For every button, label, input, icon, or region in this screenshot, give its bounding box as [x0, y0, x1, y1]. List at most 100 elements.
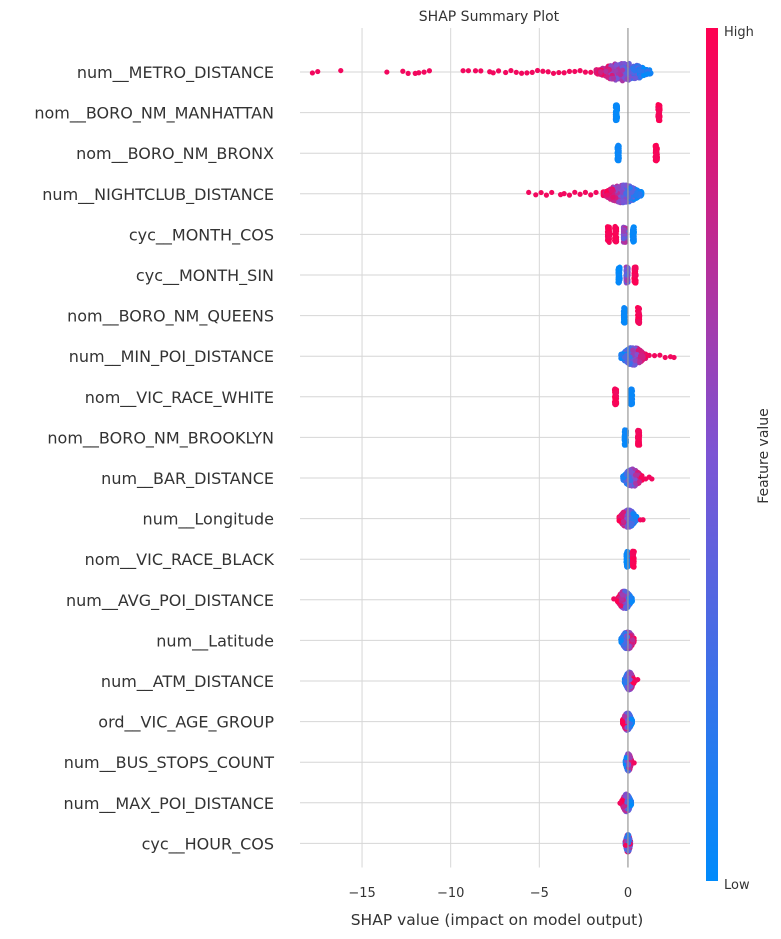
shap-dot [655, 102, 661, 108]
shap-dot [655, 114, 662, 121]
shap-dot [534, 67, 541, 74]
shap-dot [630, 347, 636, 353]
shap-dot [503, 69, 509, 76]
shap-dot [556, 69, 562, 76]
shap-dot [620, 509, 627, 515]
shap-dot [561, 70, 567, 76]
shap-dot [651, 353, 658, 359]
shap-dot [617, 275, 623, 281]
feature-label: num__ATM_DISTANCE [101, 672, 274, 692]
shap-dot [561, 191, 567, 197]
shap-dot [338, 67, 344, 74]
shap-dot [616, 155, 622, 162]
shap-dot [460, 68, 466, 74]
shap-dot [641, 72, 647, 79]
shap-dot [645, 71, 651, 77]
shap-dot [549, 189, 555, 196]
shap-dot [588, 69, 594, 75]
shap-dot [582, 69, 589, 75]
feature-label: cyc__MONTH_COS [129, 225, 274, 245]
feature-label: num__METRO_DISTANCE [77, 63, 274, 83]
feature-label: num__AVG_POI_DISTANCE [66, 591, 274, 611]
feature-label: num__Latitude [156, 631, 274, 651]
shap-dot [545, 69, 551, 75]
shap-dot [632, 472, 639, 478]
shap-dot [603, 68, 609, 74]
shap-dot [622, 713, 628, 720]
shap-dot [610, 194, 616, 200]
shap-dot [612, 235, 618, 241]
shap-dot [566, 192, 573, 198]
shap-dot [621, 311, 627, 318]
shap-dot [652, 144, 659, 150]
shap-dot [628, 716, 634, 722]
feature-label: nom__BORO_NM_MANHATTAN [34, 104, 274, 124]
shap-dot [478, 68, 484, 74]
feature-label: num__Longitude [143, 510, 274, 530]
shap-dot [620, 182, 626, 188]
feature-label: nom__BORO_NM_BROOKLYN [47, 428, 274, 448]
shap-dot [627, 185, 633, 191]
shap-dot [421, 69, 427, 75]
shap-dot [657, 352, 663, 358]
shap-dot [622, 430, 628, 437]
feature-label: cyc__MONTH_SIN [136, 266, 274, 286]
shap-dot [623, 190, 629, 196]
shap-dot [518, 70, 525, 76]
shap-dot [616, 199, 622, 205]
shap-dot [612, 396, 618, 402]
shap-dot [609, 188, 615, 194]
shap-dot [405, 70, 411, 76]
shap-dot [636, 434, 643, 440]
shap-dot [649, 476, 655, 482]
shap-dot [628, 189, 634, 195]
shap-dot [490, 70, 496, 76]
shap-dot [615, 268, 621, 274]
feature-label: num__MIN_POI_DISTANCE [69, 347, 274, 367]
shap-dot [621, 354, 628, 361]
shap-dot [631, 234, 637, 241]
feature-label: num__BUS_STOPS_COUNT [64, 753, 274, 773]
shap-dot [593, 189, 599, 196]
shap-dot [315, 68, 321, 75]
shap-dot [635, 676, 641, 683]
shap-dot [636, 310, 642, 316]
chart-title: SHAP Summary Plot [419, 9, 560, 25]
shap-dot [631, 550, 637, 556]
shap-dot [653, 150, 659, 156]
feature-label: num__MAX_POI_DISTANCE [64, 794, 274, 814]
shap-dot [588, 192, 594, 198]
shap-dot [613, 226, 619, 232]
feature-label: num__NIGHTCLUB_DISTANCE [42, 185, 274, 205]
shap-dot [472, 68, 479, 74]
shap-dot [628, 599, 634, 605]
shap-dot [628, 388, 634, 394]
gridlines [300, 28, 690, 868]
shap-dot [604, 192, 610, 198]
shap-dot [610, 75, 617, 81]
feature-label: nom__VIC_RACE_BLACK [85, 550, 275, 570]
shap-dot [617, 72, 624, 78]
shap-dot [637, 354, 644, 360]
shap-dot [613, 390, 619, 396]
shap-dot [597, 69, 604, 75]
shap-dot [513, 69, 519, 75]
shap-dot [629, 521, 635, 528]
shap-dot [619, 592, 626, 598]
shap-dot [620, 236, 627, 242]
shap-dot [637, 359, 643, 365]
shap-dot [632, 75, 638, 82]
shap-dot [631, 264, 638, 270]
shap-dot [614, 113, 620, 119]
shap-dot [636, 479, 642, 485]
shap-dot [566, 68, 573, 74]
shap-dot [629, 637, 636, 643]
shap-dot [526, 189, 532, 196]
shap-dot [671, 354, 677, 361]
shap-dot [582, 189, 589, 195]
shap-dot [620, 719, 626, 725]
shap-dot [605, 230, 611, 237]
shap-dot [615, 184, 621, 190]
shap-dot [637, 68, 643, 74]
